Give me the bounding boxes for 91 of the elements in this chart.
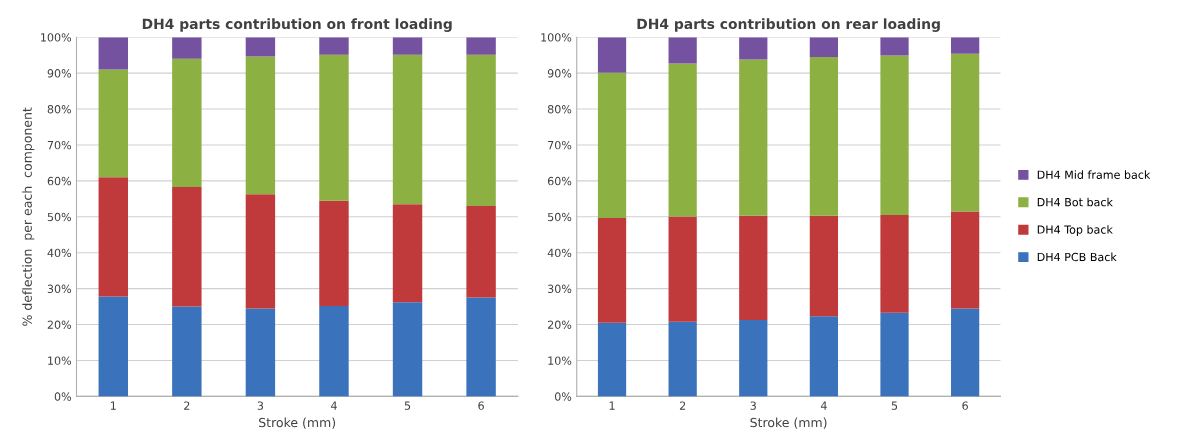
y-tick-label: 70% <box>548 140 572 150</box>
bar <box>172 58 202 187</box>
x-tick-label: 5 <box>891 401 898 410</box>
bar <box>319 305 349 397</box>
bar <box>597 37 627 73</box>
bar <box>951 53 980 212</box>
bar <box>319 200 349 306</box>
bar <box>951 211 980 309</box>
y-tick-label: 40% <box>47 248 72 258</box>
bar <box>172 187 202 307</box>
bar <box>466 297 496 397</box>
x-tick-label: 4 <box>330 401 337 410</box>
x-tick-label: 6 <box>478 401 484 410</box>
bar <box>668 37 697 64</box>
chart-title: DH4 parts contribution on front loading <box>142 18 452 32</box>
bar <box>880 312 909 397</box>
x-axis-title: Stroke (mm) <box>259 417 336 429</box>
x-tick-label: 6 <box>962 401 968 410</box>
bar <box>466 37 496 55</box>
bar <box>809 316 839 397</box>
y-tick-label: 90% <box>47 69 72 78</box>
x-tick-label: 2 <box>679 401 686 410</box>
x-tick-label: 3 <box>750 401 756 410</box>
y-tick-label: 50% <box>47 212 72 222</box>
bar <box>809 56 839 216</box>
bar <box>880 215 909 313</box>
y-tick-label: 20% <box>547 320 572 329</box>
y-tick-label: 50% <box>548 212 572 222</box>
bar <box>739 319 768 397</box>
bar <box>809 215 839 317</box>
x-tick-label: 2 <box>184 401 190 410</box>
y-tick-label: 10% <box>548 356 572 365</box>
y-tick-label: 40% <box>547 248 572 258</box>
x-axis-title: Stroke (mm) <box>750 417 827 429</box>
x-tick-label: 4 <box>820 401 827 410</box>
bar <box>172 306 202 397</box>
y-tick-label: 10% <box>48 356 72 365</box>
bar <box>668 216 697 322</box>
bar <box>98 177 128 297</box>
y-tick-label: 60% <box>547 176 572 186</box>
y-tick-label: 90% <box>547 69 572 78</box>
y-tick-label: 60% <box>47 176 72 186</box>
bar <box>880 55 909 216</box>
y-tick-label: 100% <box>541 33 572 42</box>
y-tick-label: 100% <box>41 33 72 42</box>
y-tick-label: 0% <box>554 392 572 401</box>
bar <box>98 296 128 397</box>
y-tick-label: 30% <box>47 284 72 294</box>
y-tick-label: 20% <box>47 320 72 329</box>
bar <box>245 194 276 309</box>
bar <box>951 37 980 54</box>
bar <box>319 37 349 55</box>
bar <box>739 37 768 60</box>
bar <box>392 54 423 205</box>
legend-label: DH4 PCB Back <box>1037 252 1117 262</box>
bar <box>392 204 423 303</box>
y-tick-label: 30% <box>548 284 572 294</box>
bar <box>466 54 496 207</box>
legend-label: DH4 Bot back <box>1037 197 1113 207</box>
bar <box>668 63 697 217</box>
bar <box>245 37 276 57</box>
bar <box>245 56 276 195</box>
bar <box>98 37 128 70</box>
y-tick-label: 80% <box>547 105 572 114</box>
bar <box>597 217 627 323</box>
bar <box>880 37 909 56</box>
y-tick-label: 70% <box>47 140 72 150</box>
x-tick-label: 1 <box>110 401 116 410</box>
bar <box>319 54 349 201</box>
bar <box>597 72 627 218</box>
y-tick-label: 80% <box>47 105 72 114</box>
bar <box>809 37 839 57</box>
bar <box>739 59 768 216</box>
bar <box>172 37 202 59</box>
y-axis-title: % deflection per each component <box>22 107 35 326</box>
legend-label: DH4 Top back <box>1037 225 1113 236</box>
legend-label: DH4 Mid frame back <box>1037 170 1151 179</box>
x-tick-label: 5 <box>404 401 411 410</box>
bar <box>392 37 423 55</box>
chart-title: DH4 parts contribution on rear loading <box>637 18 940 32</box>
bar <box>466 206 496 298</box>
bar <box>951 308 980 397</box>
y-tick-label: 0% <box>54 392 72 401</box>
x-tick-label: 3 <box>257 401 264 410</box>
bar <box>245 308 276 397</box>
bar <box>668 321 697 397</box>
bar <box>597 322 627 397</box>
bar <box>392 302 423 397</box>
x-tick-label: 1 <box>609 401 615 410</box>
bar <box>739 215 768 320</box>
bar <box>98 69 128 178</box>
